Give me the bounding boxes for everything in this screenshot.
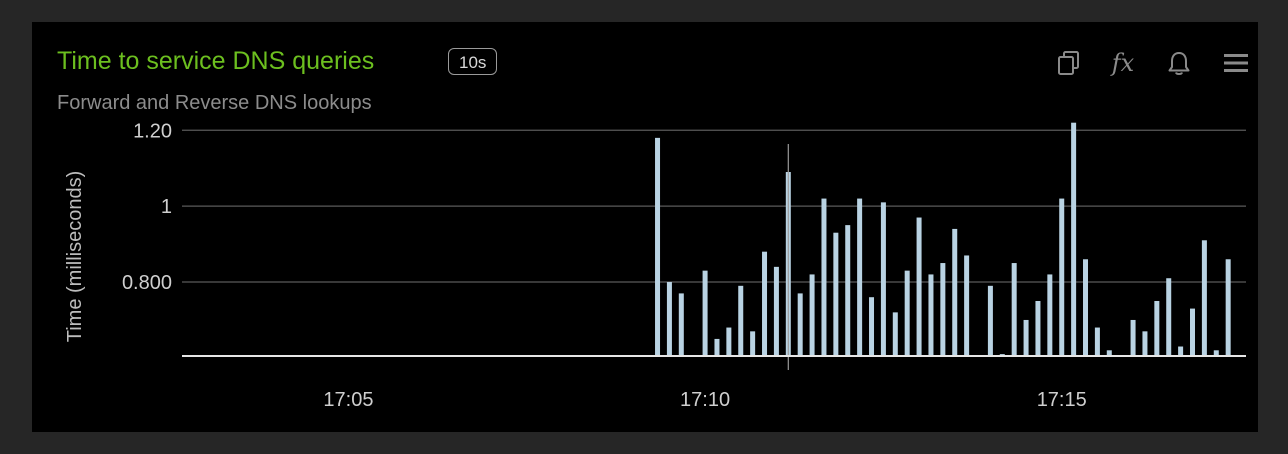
bar-6[interactable] <box>738 285 744 356</box>
bar-13[interactable] <box>821 198 827 356</box>
menu-icon[interactable] <box>1221 48 1251 78</box>
bar-25[interactable] <box>964 255 970 356</box>
bar-23[interactable] <box>940 263 946 356</box>
bar-42[interactable] <box>1190 308 1196 356</box>
bar-5[interactable] <box>726 327 732 356</box>
bar-2[interactable] <box>678 293 684 356</box>
interval-badge: 10s <box>448 48 498 75</box>
bar-29[interactable] <box>1023 319 1029 356</box>
bar-21[interactable] <box>916 217 922 356</box>
bar-40[interactable] <box>1166 278 1172 356</box>
bar-15[interactable] <box>845 225 851 356</box>
x-tick-label-2: 17:15 <box>1037 389 1087 411</box>
bar-24[interactable] <box>952 228 958 356</box>
bar-17[interactable] <box>869 297 875 356</box>
y-tick-label-2: 1.20 <box>133 120 172 142</box>
y-tick-labels: 0.800 1 1.20 <box>122 120 172 294</box>
bar-41[interactable] <box>1178 346 1184 356</box>
x-tick-label-1: 17:10 <box>680 389 730 411</box>
y-axis-label: Time (milliseconds) <box>64 171 86 343</box>
panel-subtitle: Forward and Reverse DNS lookups <box>57 92 372 114</box>
bar-30[interactable] <box>1035 300 1041 356</box>
bar-18[interactable] <box>880 202 886 356</box>
bar-31[interactable] <box>1047 274 1053 356</box>
bar-34[interactable] <box>1083 259 1089 356</box>
chart-panel: Time to service DNS queries 10s Forward … <box>32 22 1258 432</box>
bar-44[interactable] <box>1213 350 1219 356</box>
bar-11[interactable] <box>797 293 803 356</box>
x-tick-label-0: 17:05 <box>323 389 373 411</box>
bell-icon[interactable] <box>1164 48 1194 78</box>
bar-38[interactable] <box>1142 331 1148 356</box>
dns-time-chart[interactable]: 0.800 1 1.20 17:05 17:10 17:15 Time (millise… <box>32 22 1258 432</box>
bar-16[interactable] <box>857 198 863 356</box>
copy-icon[interactable] <box>1054 48 1084 78</box>
bar-4[interactable] <box>714 338 720 356</box>
y-tick-label-1: 1 <box>161 196 172 218</box>
bar-26[interactable] <box>987 285 993 356</box>
bar-12[interactable] <box>809 274 815 356</box>
bar-45[interactable] <box>1225 259 1231 356</box>
bar-37[interactable] <box>1130 319 1136 356</box>
bar-14[interactable] <box>833 232 839 356</box>
bar-0[interactable] <box>655 137 661 356</box>
bar-1[interactable] <box>666 282 672 356</box>
x-tick-labels: 17:05 17:10 17:15 <box>323 389 1086 411</box>
bar-33[interactable] <box>1071 122 1077 356</box>
bar-28[interactable] <box>1011 263 1017 356</box>
bar-43[interactable] <box>1201 240 1207 356</box>
bar-39[interactable] <box>1154 300 1160 356</box>
bar-8[interactable] <box>762 251 768 356</box>
bar-3[interactable] <box>702 270 708 356</box>
bar-22[interactable] <box>928 274 934 356</box>
grid-lines <box>182 129 1246 283</box>
bar-19[interactable] <box>892 312 898 356</box>
bars <box>655 122 1231 356</box>
bar-36[interactable] <box>1106 350 1112 356</box>
panel-title[interactable]: Time to service DNS queries <box>57 47 375 75</box>
bar-35[interactable] <box>1094 327 1100 356</box>
function-icon[interactable]: fx <box>1111 49 1135 77</box>
bar-9[interactable] <box>773 266 779 356</box>
y-tick-label-0: 0.800 <box>122 272 172 294</box>
bar-32[interactable] <box>1059 198 1065 356</box>
bar-20[interactable] <box>904 270 910 356</box>
bar-7[interactable] <box>750 331 756 356</box>
